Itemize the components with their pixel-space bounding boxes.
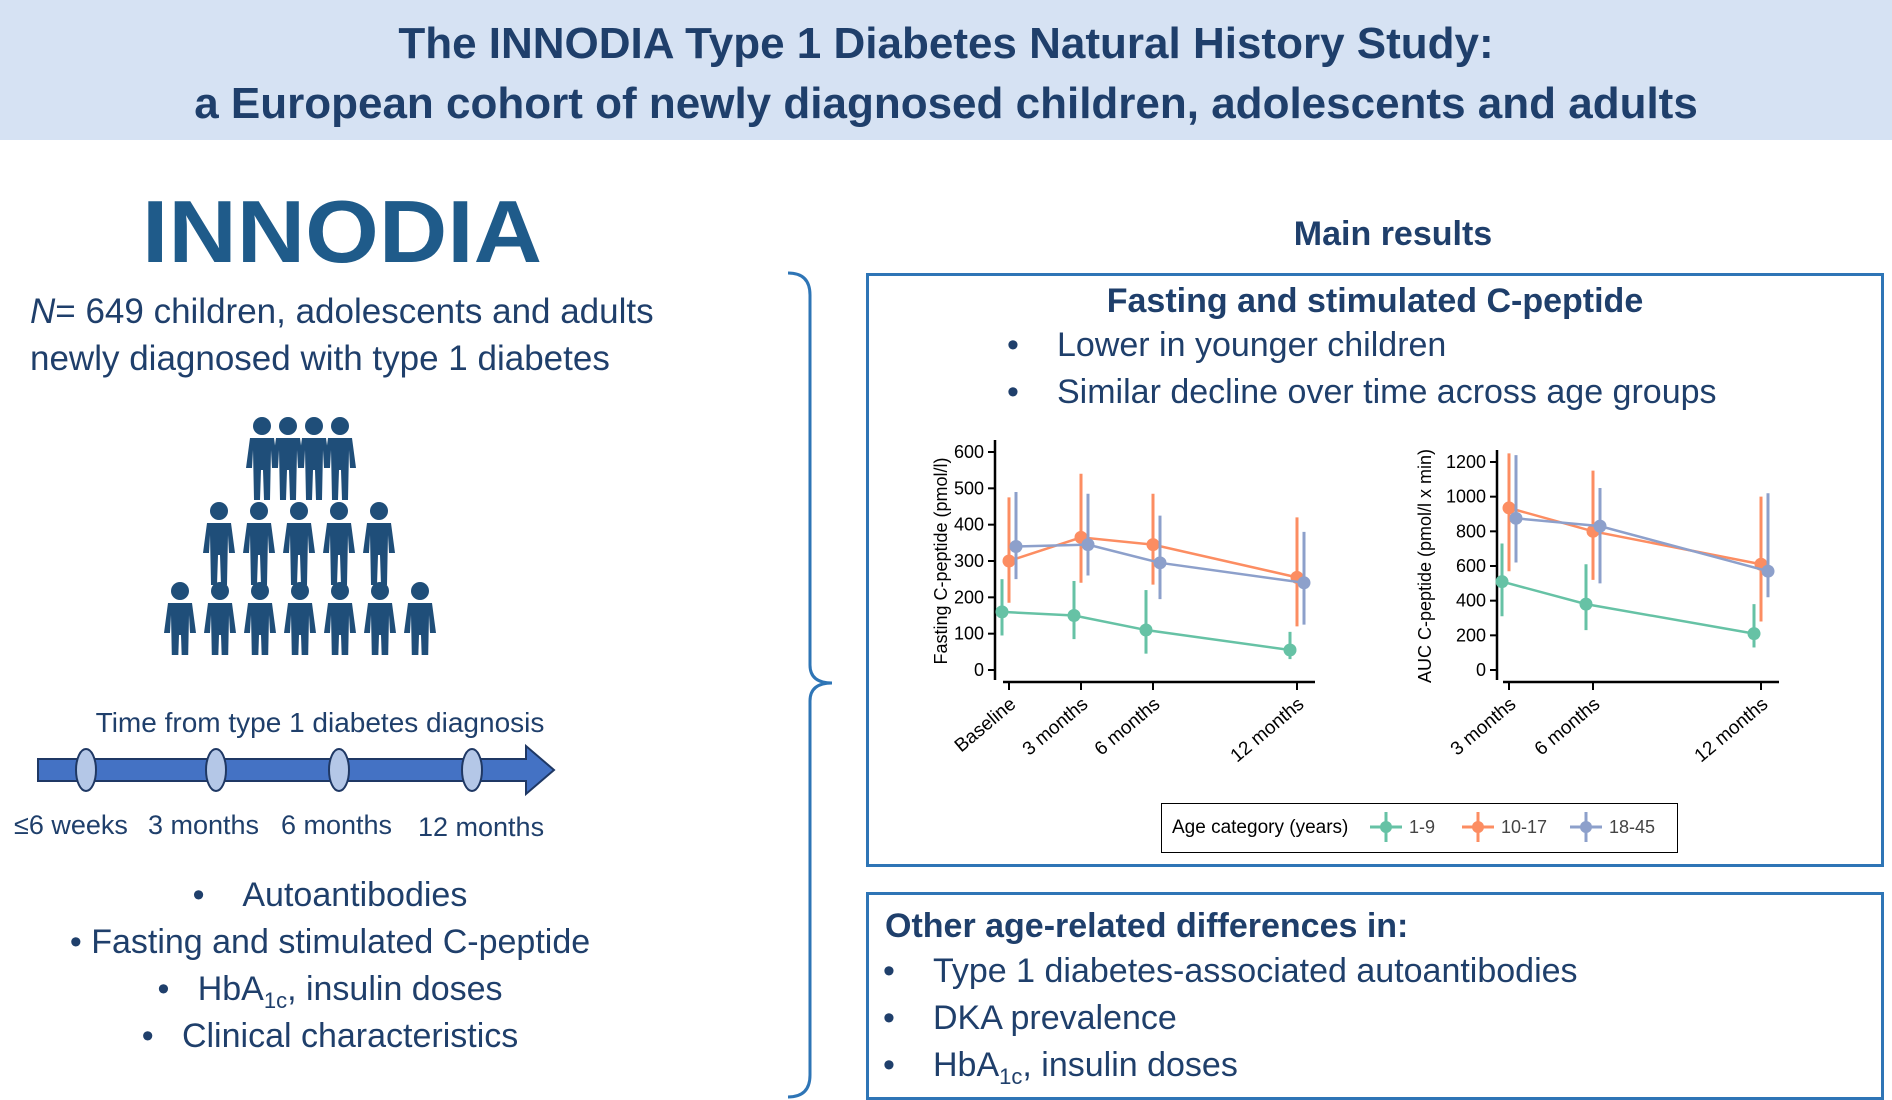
data-point-1-9 (1283, 643, 1297, 657)
data-point-1-9 (1495, 575, 1509, 589)
legend-title: Age category (years) (1172, 817, 1348, 838)
other-heading: Other age-related differences in: (885, 907, 1409, 945)
title-line-2: a European cohort of newly diagnosed chi… (194, 79, 1698, 128)
timeline-marker-baseline (75, 748, 97, 792)
y-tick-label: 500 (954, 478, 984, 498)
result-bullet-1: • Lower in younger children (1007, 326, 1447, 364)
data-point-1-9 (1747, 627, 1761, 641)
data-point-18-45 (1761, 564, 1775, 578)
main-results-box: Fasting and stimulated C-peptide • Lower … (866, 273, 1884, 867)
series-line-18-45 (1015, 543, 1305, 585)
data-point-1-9 (1067, 609, 1081, 622)
timeline-label-3-months: 3 months (148, 810, 260, 840)
people-row-bottom (164, 582, 436, 655)
timeline-label-12-months: 12 months (418, 812, 545, 842)
measurement-c-peptide: • Fasting and stimulated C-peptide (69, 923, 591, 961)
data-point-18-45 (1509, 511, 1523, 525)
x-tick-label: 3 months (1019, 694, 1092, 760)
data-point-18-45 (1297, 576, 1311, 590)
timeline-title: Time from type 1 diabetes diagnosis (95, 707, 545, 738)
chart-legend: Age category (years) 1-9 10-17 18-45 (1161, 803, 1678, 853)
data-point-18-45 (1081, 538, 1095, 552)
svg-text:1-9: 1-9 (1409, 817, 1435, 837)
measurement-autoantibodies: • Autoantibodies (192, 876, 468, 914)
y-tick-label: 100 (954, 624, 984, 644)
box-title: Fasting and stimulated C-peptide (1106, 282, 1644, 320)
auc-c-peptide-chart: 0 200 400 600 800 1000 1200 AUC C-peptide (pmol… (1415, 449, 1779, 767)
main-results-heading: Main results (1293, 215, 1493, 253)
series-line-10-17 (1008, 536, 1298, 579)
x-tick-label: 12 months (1691, 694, 1772, 767)
y-tick-label: 200 (954, 587, 984, 607)
data-point-18-45 (1153, 556, 1167, 570)
y-axis-label: AUC C-peptide (pmol/l x min) (1415, 449, 1435, 683)
x-tick-label: 3 months (1447, 694, 1520, 760)
grouping-brace (787, 271, 833, 1099)
legend-item-18-45: 18-45 (1570, 812, 1655, 842)
other-item-autoantibodies: • Type 1 diabetes-associated autoantibodi… (883, 952, 1578, 990)
legend-item-1-9: 1-9 (1370, 812, 1435, 842)
measurement-clinical: • Clinical characteristics (141, 1017, 519, 1055)
series-line-18-45 (1515, 517, 1769, 573)
data-point-10-17 (1146, 538, 1160, 552)
y-tick-label: 0 (974, 660, 984, 680)
svg-text:18-45: 18-45 (1609, 817, 1655, 837)
other-item-dka: • DKA prevalence (883, 999, 1177, 1037)
people-pyramid-icon (164, 417, 436, 655)
x-tick-label: 12 months (1227, 694, 1308, 767)
n-symbol: N (30, 292, 56, 331)
y-axis-label: Fasting C-peptide (pmol/l) (931, 457, 951, 664)
data-point-18-45 (1593, 519, 1607, 533)
cohort-count: = 649 children, adolescents and adults (55, 292, 654, 331)
y-tick-label: 600 (1456, 556, 1486, 576)
people-row-middle (203, 502, 395, 585)
y-tick-label: 1000 (1446, 487, 1486, 507)
x-tick-label: 6 months (1531, 694, 1604, 760)
data-point-18-45 (1009, 539, 1023, 553)
data-point-1-9 (995, 605, 1009, 619)
title-bar: The INNODIA Type 1 Diabetes Natural Hist… (0, 0, 1892, 140)
data-point-10-17 (1502, 501, 1516, 515)
timeline-arrow (37, 743, 556, 797)
cohort-line-2: newly diagnosed with type 1 diabetes (30, 339, 610, 378)
x-tick-label: Baseline (951, 694, 1020, 757)
result-bullet-2: • Similar decline over time across age gr… (1007, 373, 1717, 411)
people-row-top (246, 417, 356, 500)
timeline-label-baseline: ≤6 weeks (14, 810, 128, 840)
other-differences-box: Other age-related differences in: • Type … (866, 892, 1884, 1100)
timeline-marker-6-months (328, 748, 350, 792)
y-tick-label: 200 (1456, 625, 1486, 645)
series-line-1-9 (1001, 610, 1291, 652)
y-tick-label: 0 (1476, 660, 1486, 680)
x-tick-label: 6 months (1091, 694, 1164, 760)
y-tick-label: 400 (954, 515, 984, 535)
cohort-description: N= 649 children, adolescents and adults … (30, 288, 654, 382)
title-line-1: The INNODIA Type 1 Diabetes Natural Hist… (398, 19, 1494, 68)
innodia-logo: INNODIA (142, 190, 542, 270)
svg-text:10-17: 10-17 (1501, 817, 1547, 837)
timeline-marker-12-months (461, 748, 483, 792)
y-tick-label: 600 (954, 442, 984, 462)
y-tick-label: 300 (954, 551, 984, 571)
data-point-1-9 (1579, 597, 1593, 611)
data-point-1-9 (1139, 623, 1153, 637)
legend-item-10-17: 10-17 (1462, 812, 1547, 842)
data-point-10-17 (1002, 554, 1016, 568)
y-tick-label: 1200 (1446, 452, 1486, 472)
y-tick-label: 400 (1456, 591, 1486, 611)
timeline-label-6-months: 6 months (281, 810, 393, 840)
other-item-hba1c: • HbA1c, insulin doses (883, 1046, 1238, 1089)
series-line-1-9 (1501, 580, 1755, 635)
logo-text: INNODIA (142, 190, 542, 270)
timeline-marker-3-months (205, 748, 227, 792)
measurement-hba1c: • HbA1c, insulin doses (157, 970, 503, 1013)
y-tick-label: 800 (1456, 521, 1486, 541)
